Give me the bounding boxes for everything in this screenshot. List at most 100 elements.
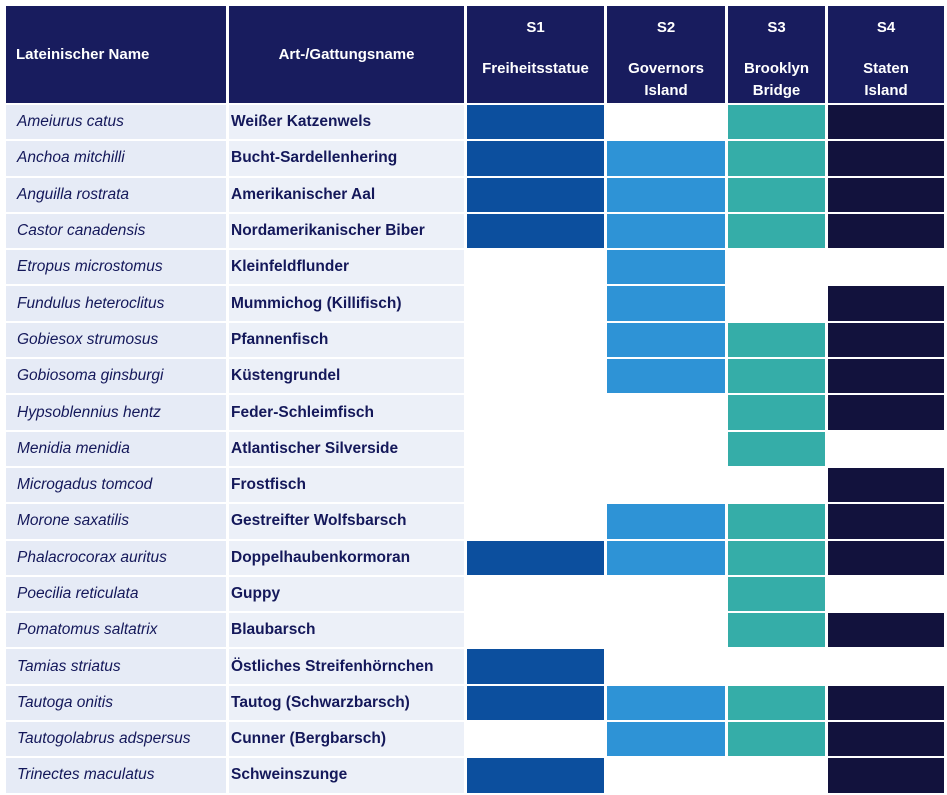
presence-marker-s4 [828,213,944,249]
latin-name-cell: Menidia menidia [6,431,226,466]
presence-marker-s4 [828,540,944,575]
presence-marker-s4 [828,177,944,212]
site-name-line1: Brooklyn [743,60,809,77]
presence-marker-s2 [607,722,725,757]
common-name-cell: Weißer Katzenwels [229,105,464,140]
presence-marker-s3 [728,576,825,612]
presence-marker-s3 [728,322,825,358]
latin-name-cell: Etropus microstomus [6,250,226,285]
empty-cell-s2 [607,613,725,648]
empty-cell-s1 [467,613,604,648]
empty-cell-s3 [728,467,825,503]
presence-marker-s4 [828,722,944,757]
latin-name-cell: Castor canadensis [6,213,226,249]
latin-name-cell: Trinectes maculatus [6,758,226,793]
presence-marker-s4 [828,322,944,358]
presence-marker-s3 [728,395,825,430]
empty-cell-s2 [607,649,725,684]
site-code: S3 [767,19,786,36]
header-site-s3: S3 Brooklyn Bridge [728,6,825,103]
presence-marker-s4 [828,286,944,321]
presence-marker-s3 [728,105,825,140]
presence-marker-s4 [828,395,944,430]
empty-cell-s4 [828,431,944,466]
common-name-cell: Östliches Streifenhörnchen [229,649,464,684]
empty-cell-s3 [728,649,825,684]
latin-name-cell: Microgadus tomcod [6,467,226,503]
latin-name-cell: Tautoga onitis [6,685,226,721]
common-name-cell: Kleinfeldflunder [229,250,464,285]
empty-cell-s1 [467,722,604,757]
header-common-name: Art-/Gattungsname [229,6,464,103]
header-site-s4: S4 Staten Island [828,6,944,103]
site-name-line2: Bridge [752,82,801,99]
common-name-cell: Blaubarsch [229,613,464,648]
common-name-cell: Gestreifter Wolfsbarsch [229,504,464,539]
latin-name-cell: Fundulus heteroclitus [6,286,226,321]
header-latin-name: Lateinischer Name [6,6,226,103]
presence-marker-s4 [828,141,944,176]
latin-name-cell: Pomatomus saltatrix [6,613,226,648]
common-name-cell: Atlantischer Silverside [229,431,464,466]
common-name-cell: Küstengrundel [229,359,464,394]
empty-cell-s1 [467,359,604,394]
site-code: S1 [526,19,545,36]
presence-marker-s1 [467,105,604,140]
presence-marker-s2 [607,141,725,176]
latin-name-cell: Hypsoblennius hentz [6,395,226,430]
presence-marker-s2 [607,213,725,249]
presence-marker-s3 [728,213,825,249]
presence-marker-s2 [607,177,725,212]
common-name-cell: Schweinszunge [229,758,464,793]
presence-marker-s2 [607,250,725,285]
site-name-line1: Freiheitsstatue [482,60,589,77]
presence-marker-s1 [467,685,604,721]
latin-name-cell: Anguilla rostrata [6,177,226,212]
latin-name-cell: Tamias striatus [6,649,226,684]
presence-marker-s2 [607,685,725,721]
site-code: S2 [656,19,676,36]
empty-cell-s1 [467,431,604,466]
presence-marker-s4 [828,467,944,503]
latin-name-cell: Morone saxatilis [6,504,226,539]
presence-marker-s4 [828,359,944,394]
presence-marker-s2 [607,504,725,539]
empty-cell-s1 [467,467,604,503]
common-name-cell: Guppy [229,576,464,612]
presence-marker-s3 [728,613,825,648]
common-name-cell: Nordamerikanischer Biber [229,213,464,249]
empty-cell-s3 [728,758,825,793]
empty-cell-s1 [467,322,604,358]
latin-name-cell: Ameiurus catus [6,105,226,140]
presence-marker-s1 [467,141,604,176]
empty-cell-s1 [467,504,604,539]
presence-marker-s2 [607,359,725,394]
presence-marker-s3 [728,141,825,176]
latin-name-cell: Anchoa mitchilli [6,141,226,176]
presence-marker-s1 [467,177,604,212]
presence-marker-s3 [728,504,825,539]
common-name-cell: Feder-Schleimfisch [229,395,464,430]
site-name-line1: Governors [628,60,704,77]
common-name-cell: Bucht-Sardellenhering [229,141,464,176]
presence-marker-s2 [607,322,725,358]
presence-marker-s4 [828,758,944,793]
empty-cell-s2 [607,758,725,793]
empty-cell-s4 [828,250,944,285]
site-name-line1: Staten [863,60,909,77]
empty-cell-s3 [728,250,825,285]
common-name-cell: Pfannenfisch [229,322,464,358]
presence-marker-s3 [728,177,825,212]
common-name-cell: Frostfisch [229,467,464,503]
site-name-line2: Island [644,82,688,99]
empty-cell-s2 [607,576,725,612]
presence-marker-s1 [467,540,604,575]
empty-cell-s3 [728,286,825,321]
empty-cell-s2 [607,467,725,503]
empty-cell-s1 [467,395,604,430]
presence-marker-s4 [828,613,944,648]
latin-name-cell: Poecilia reticulata [6,576,226,612]
common-name-cell: Amerikanischer Aal [229,177,464,212]
empty-cell-s2 [607,395,725,430]
presence-marker-s3 [728,540,825,575]
